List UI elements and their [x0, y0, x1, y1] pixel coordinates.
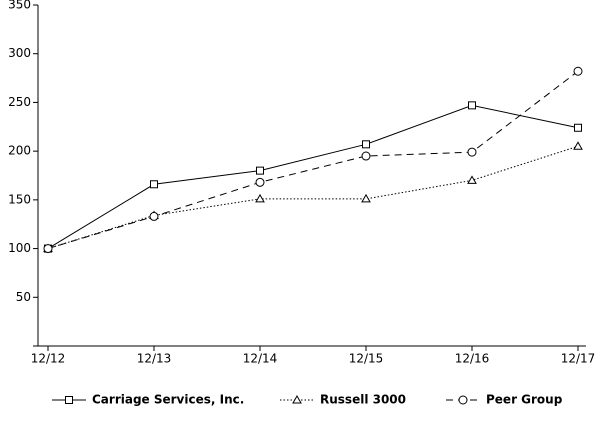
marker [573, 141, 583, 150]
marker [362, 140, 370, 149]
marker [149, 211, 159, 221]
y-tick-label: 250 [8, 95, 31, 109]
marker [361, 193, 371, 203]
series-line [47, 104, 579, 249]
x-tick-label: 12/17 [561, 352, 596, 366]
y-tick-label: 300 [8, 46, 31, 60]
series-line [47, 145, 579, 250]
marker [43, 244, 53, 254]
legend-label: Carriage Services, Inc. [92, 393, 244, 407]
series-line [47, 70, 579, 250]
marker [361, 151, 371, 161]
y-tick-label: 200 [8, 144, 31, 158]
x-tick-label: 12/14 [243, 352, 278, 366]
y-tick-label: 100 [8, 241, 31, 255]
marker [468, 101, 476, 110]
marker [255, 193, 265, 203]
marker [292, 394, 302, 404]
marker [467, 147, 477, 157]
marker [574, 123, 582, 132]
x-tick-label: 12/15 [349, 352, 384, 366]
marker [573, 66, 583, 76]
marker [458, 395, 468, 405]
y-tick-label: 350 [8, 0, 31, 12]
legend: Carriage Services, Inc. Russell 3000 Peer … [52, 393, 563, 407]
y-tick-label: 50 [16, 290, 31, 304]
marker [467, 175, 477, 184]
marker [255, 177, 265, 187]
x-tick-label: 12/13 [137, 352, 172, 366]
legend-label: Peer Group [486, 393, 563, 407]
marker [256, 166, 264, 175]
marker [150, 180, 158, 189]
marker [65, 396, 73, 404]
legend-label: Russell 3000 [320, 393, 406, 407]
x-tick-label: 12/12 [31, 352, 66, 366]
x-tick-label: 12/16 [455, 352, 490, 366]
y-tick-label: 150 [8, 192, 31, 206]
